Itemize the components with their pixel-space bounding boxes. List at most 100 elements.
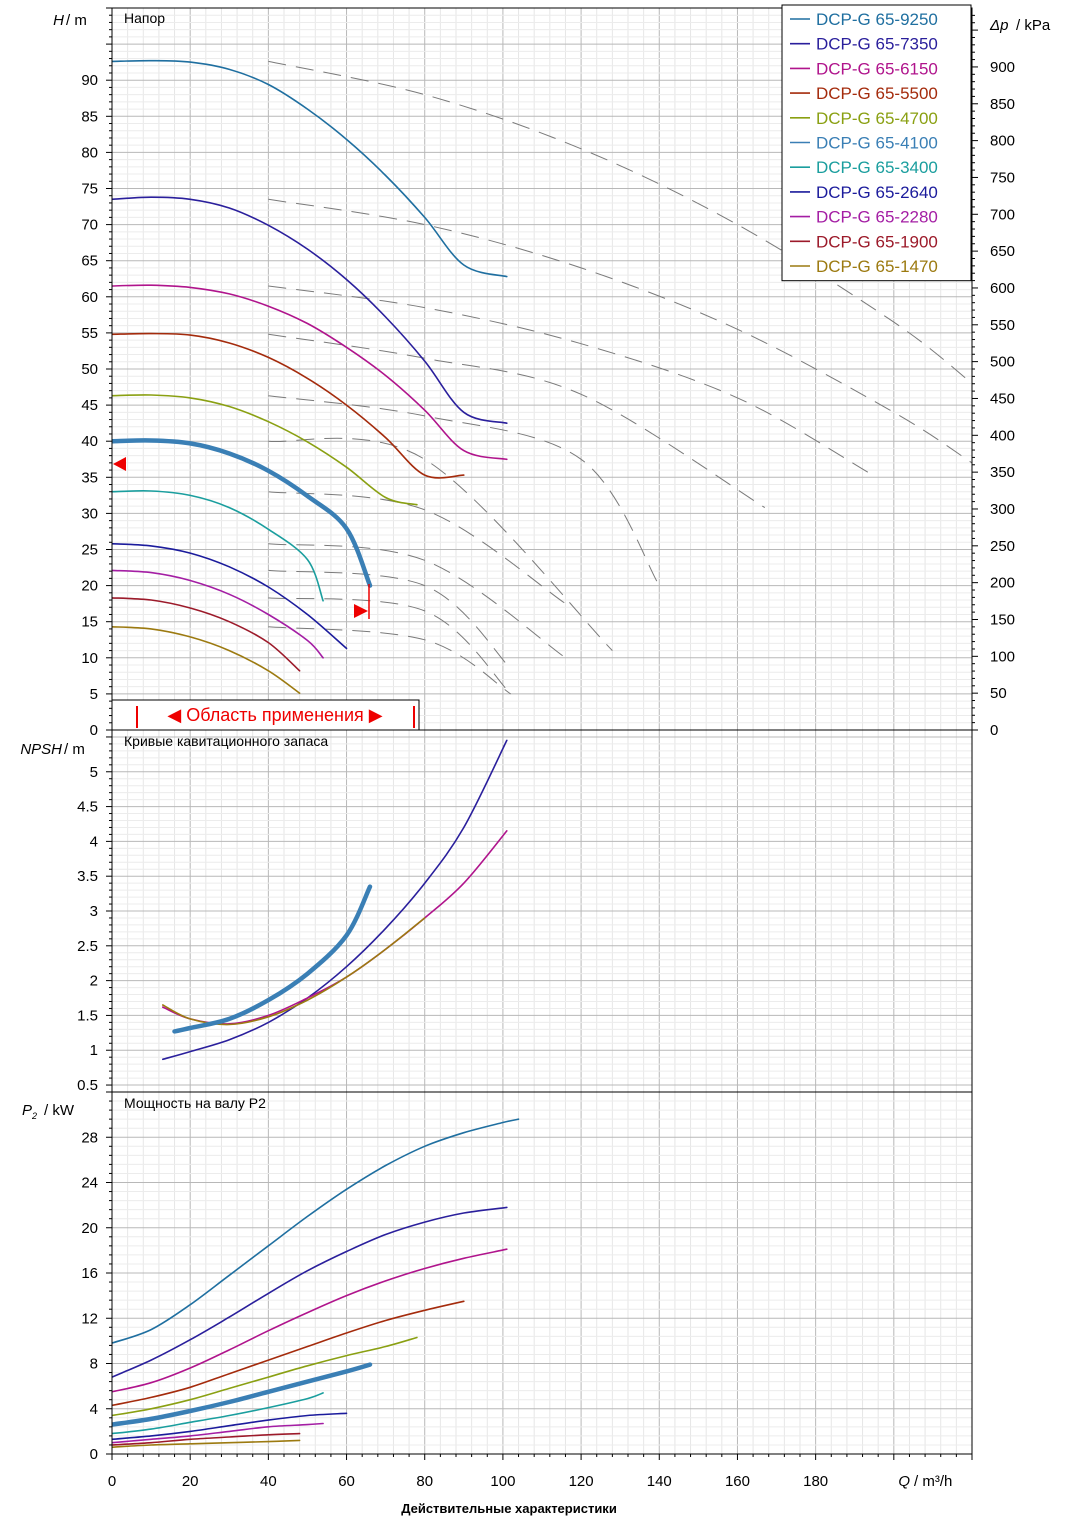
x-tick-label: 40 bbox=[260, 1473, 277, 1490]
pressure-y-tick-label: 150 bbox=[990, 611, 1015, 628]
npsh-y-label-var: NPSH bbox=[20, 741, 62, 758]
npsh-curve bbox=[162, 739, 508, 1061]
legend-entry: DCP-G 65-5500 bbox=[816, 84, 938, 103]
power-curve bbox=[112, 1248, 508, 1393]
head-y-tick-label: 80 bbox=[81, 144, 98, 161]
pressure-y-tick-label: 400 bbox=[990, 427, 1015, 444]
pressure-y-tick-label: 600 bbox=[990, 280, 1015, 297]
head-y-tick-label: 0 bbox=[90, 722, 98, 739]
pressure-y-tick-label: 550 bbox=[990, 317, 1015, 334]
npsh-y-tick-label: 1 bbox=[90, 1042, 98, 1059]
power-curve bbox=[112, 1300, 465, 1407]
pressure-y-tick-label: 0 bbox=[990, 722, 998, 739]
legend-entry: DCP-G 65-1470 bbox=[816, 257, 938, 276]
system-curve-dashed bbox=[268, 60, 972, 384]
legend-entry: DCP-G 65-4700 bbox=[816, 109, 938, 128]
head-y-tick-label: 15 bbox=[81, 614, 98, 631]
system-curve-dashed bbox=[268, 626, 511, 695]
pressure-y-tick-label: 850 bbox=[990, 96, 1015, 113]
system-curve-dashed bbox=[268, 285, 871, 475]
legend-entry: DCP-G 65-9250 bbox=[816, 10, 938, 29]
head-y-tick-label: 60 bbox=[81, 289, 98, 306]
x-tick-label: 100 bbox=[490, 1473, 515, 1490]
head-y-tick-label: 90 bbox=[81, 72, 98, 89]
power-y-tick-label: 24 bbox=[81, 1175, 98, 1192]
system-curve-dashed bbox=[268, 395, 660, 586]
head-y-tick-label: 40 bbox=[81, 433, 98, 450]
pressure-y-tick-label: 300 bbox=[990, 501, 1015, 518]
npsh-y-tick-label: 4 bbox=[90, 833, 98, 850]
application-range-box: ◀ Область применения ▶ bbox=[111, 699, 420, 731]
power-y-tick-label: 4 bbox=[90, 1401, 98, 1418]
pressure-y-tick-label: 700 bbox=[990, 206, 1015, 223]
head-y-tick-label: 65 bbox=[81, 253, 98, 270]
legend-entry: DCP-G 65-1900 bbox=[816, 232, 938, 251]
npsh-y-tick-label: 4.5 bbox=[77, 799, 98, 816]
head-y-tick-label: 75 bbox=[81, 181, 98, 198]
power-curves-layer bbox=[112, 1118, 520, 1448]
power-curve bbox=[112, 1412, 348, 1441]
npsh-y-tick-label: 1.5 bbox=[77, 1007, 98, 1024]
x-tick-label: 20 bbox=[182, 1473, 199, 1490]
pressure-y-tick-label: 750 bbox=[990, 169, 1015, 186]
system-curve-dashed bbox=[268, 569, 512, 669]
power-curve bbox=[112, 1432, 301, 1446]
pressure-y-tick-label: 500 bbox=[990, 354, 1015, 371]
power-y-label: P 2 / kW bbox=[22, 1102, 75, 1121]
head-y-tick-label: 50 bbox=[81, 361, 98, 378]
head-curve-dcp-g-65-1900 bbox=[112, 597, 301, 672]
pressure-y-label-var: Δp bbox=[989, 17, 1008, 34]
x-tick-label: 0 bbox=[108, 1473, 116, 1490]
x-tick-label: 140 bbox=[647, 1473, 672, 1490]
power-y-tick-label: 16 bbox=[81, 1265, 98, 1282]
head-y-tick-label: 30 bbox=[81, 505, 98, 522]
head-curve-dcp-g-65-2280 bbox=[112, 569, 324, 659]
application-range-label: ◀ Область применения ▶ bbox=[167, 705, 382, 725]
head-y-tick-label: 70 bbox=[81, 217, 98, 234]
npsh-y-tick-label: 0.5 bbox=[77, 1077, 98, 1094]
system-curve-dashed bbox=[268, 437, 613, 651]
head-y-tick-label: 20 bbox=[81, 578, 98, 595]
power-y-tick-label: 8 bbox=[90, 1356, 98, 1373]
pressure-y-tick-label: 200 bbox=[990, 575, 1015, 592]
pressure-y-tick-label: 100 bbox=[990, 648, 1015, 665]
system-curve-dashed bbox=[268, 543, 566, 659]
power-curve bbox=[112, 1422, 324, 1444]
footer-title: Действительные характеристики bbox=[401, 1501, 617, 1516]
axes-layer: 0510152025303540455055606570758085900.51… bbox=[77, 7, 1015, 1490]
legend: DCP-G 65-9250 DCP-G 65-7350 DCP-G 65-6150 D… bbox=[781, 4, 972, 282]
x-tick-label: 160 bbox=[725, 1473, 750, 1490]
head-y-label: H / m bbox=[53, 12, 87, 29]
head-y-tick-label: 25 bbox=[81, 542, 98, 559]
legend-entry: DCP-G 65-4100 bbox=[816, 134, 938, 153]
system-curve-dashed bbox=[268, 597, 512, 695]
head-curve-dcp-g-65-7350 bbox=[112, 196, 508, 424]
head-curve-dcp-g-65-4700 bbox=[112, 394, 418, 506]
power-y-tick-label: 12 bbox=[81, 1310, 98, 1327]
power-panel-frame bbox=[111, 1091, 973, 1455]
npsh-curves-layer bbox=[162, 739, 508, 1061]
pressure-y-tick-label: 800 bbox=[990, 133, 1015, 150]
power-y-tick-label: 0 bbox=[90, 1446, 98, 1463]
head-curves-layer bbox=[112, 59, 508, 694]
npsh-y-tick-label: 2.5 bbox=[77, 938, 98, 955]
legend-frame bbox=[781, 4, 972, 282]
npsh-y-tick-label: 3.5 bbox=[77, 868, 98, 885]
legend-entry: DCP-G 65-7350 bbox=[816, 35, 938, 54]
power-curve bbox=[112, 1439, 301, 1448]
power-curve bbox=[112, 1392, 324, 1435]
pressure-y-tick-label: 650 bbox=[990, 243, 1015, 260]
x-tick-label: 80 bbox=[416, 1473, 433, 1490]
power-y-tick-label: 20 bbox=[81, 1220, 98, 1237]
head-curve-dcp-g-65-3400 bbox=[112, 490, 324, 602]
head-curve-dcp-g-65-1470 bbox=[112, 626, 301, 694]
pressure-y-label: Δp / kPa bbox=[989, 17, 1051, 34]
power-panel-title: Мощность на валу P2 bbox=[124, 1095, 266, 1111]
head-y-tick-label: 45 bbox=[81, 397, 98, 414]
x-tick-label: 180 bbox=[803, 1473, 828, 1490]
power-curve bbox=[112, 1206, 508, 1378]
head-y-label-unit: / m bbox=[66, 12, 87, 29]
pressure-y-tick-label: 350 bbox=[990, 464, 1015, 481]
system-curves-layer bbox=[268, 60, 972, 695]
